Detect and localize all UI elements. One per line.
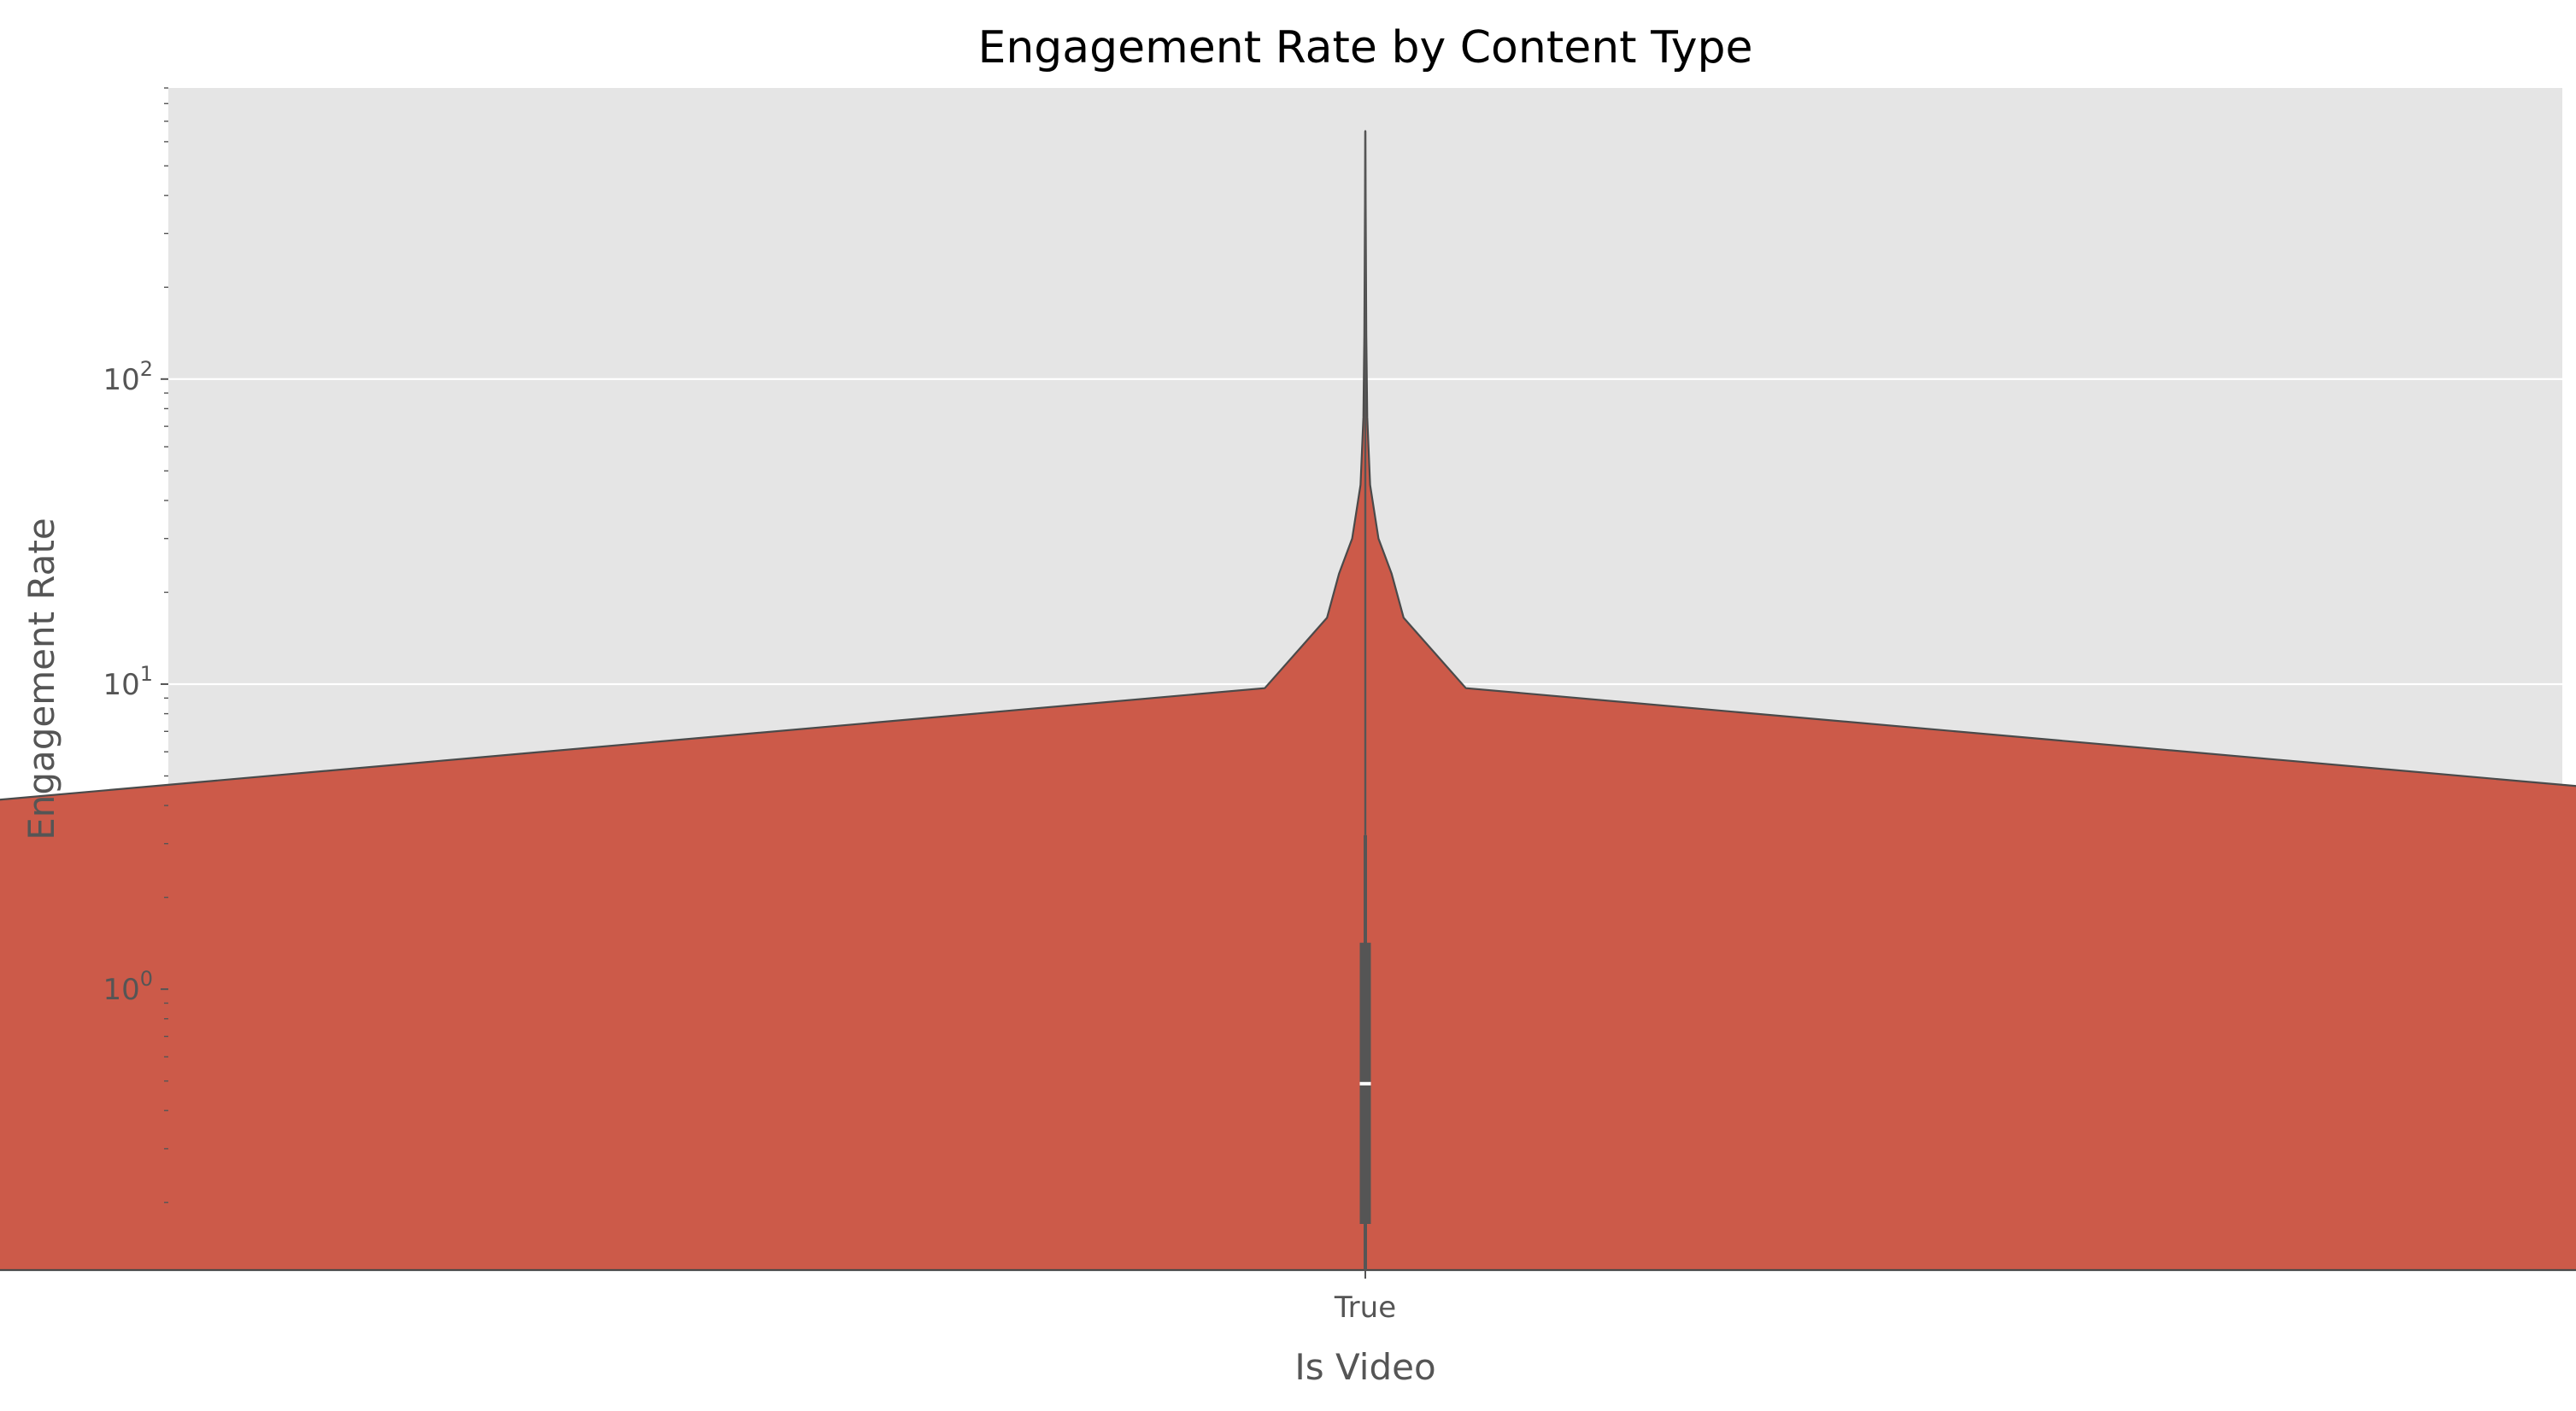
y-axis: 100 101 102 — [103, 87, 168, 1203]
y-tick-label: 102 — [103, 357, 153, 397]
chart-title: Engagement Rate by Content Type — [977, 22, 1752, 73]
x-tick-label: True — [1334, 1291, 1396, 1325]
y-tick-label: 100 — [103, 967, 153, 1007]
y-axis-label: Engagement Rate — [21, 518, 62, 840]
y-tick-label: 101 — [103, 662, 153, 702]
x-axis-label: Is Video — [1294, 1346, 1435, 1388]
x-axis: True — [1334, 1270, 1396, 1325]
violin-layer — [0, 130, 2576, 1272]
